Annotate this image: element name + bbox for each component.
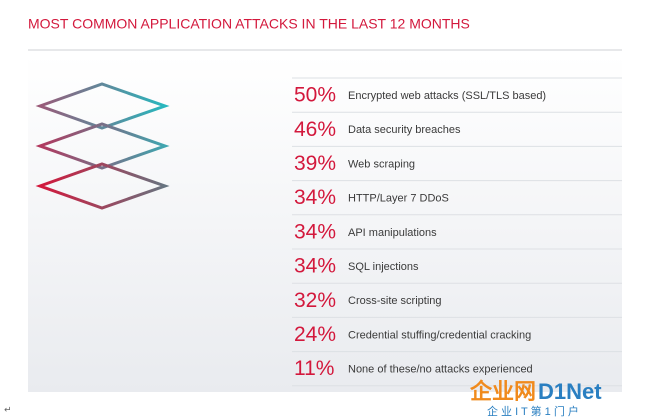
attack-label: SQL injections	[348, 261, 419, 273]
layer	[35, 122, 170, 170]
percent: 11%	[294, 357, 334, 380]
percent: 39%	[294, 152, 336, 175]
attack-label: Encrypted web attacks (SSL/TLS based)	[348, 90, 546, 102]
layer	[35, 162, 170, 210]
watermark-cn: 企业网	[469, 379, 536, 404]
percent: 46%	[294, 118, 336, 141]
percent: 34%	[294, 255, 336, 278]
layers-icon	[35, 82, 170, 210]
percent: 34%	[294, 220, 336, 243]
paragraph-mark: ↵	[4, 404, 12, 414]
percent: 34%	[294, 186, 336, 209]
attack-label: Credential stuffing/credential cracking	[348, 329, 531, 341]
watermark-en: D1Net	[538, 379, 602, 404]
percent: 24%	[294, 323, 336, 346]
attack-label: None of these/no attacks experienced	[348, 364, 533, 376]
attack-label: Cross-site scripting	[348, 295, 442, 307]
attack-label: API manipulations	[348, 227, 437, 239]
percent: 32%	[294, 289, 336, 312]
attack-label: Web scraping	[348, 158, 415, 170]
title: MOST COMMON APPLICATION ATTACKS IN THE L…	[28, 16, 470, 32]
layer	[35, 82, 170, 130]
attack-label: HTTP/Layer 7 DDoS	[348, 193, 449, 205]
percent: 50%	[294, 84, 336, 107]
attack-list: 50% Encrypted web attacks (SSL/TLS based)…	[292, 77, 622, 387]
attack-label: Data security breaches	[348, 124, 461, 136]
watermark-slogan: 企 业 I T 第 1 门 户	[487, 404, 579, 418]
panel-background	[28, 55, 622, 392]
